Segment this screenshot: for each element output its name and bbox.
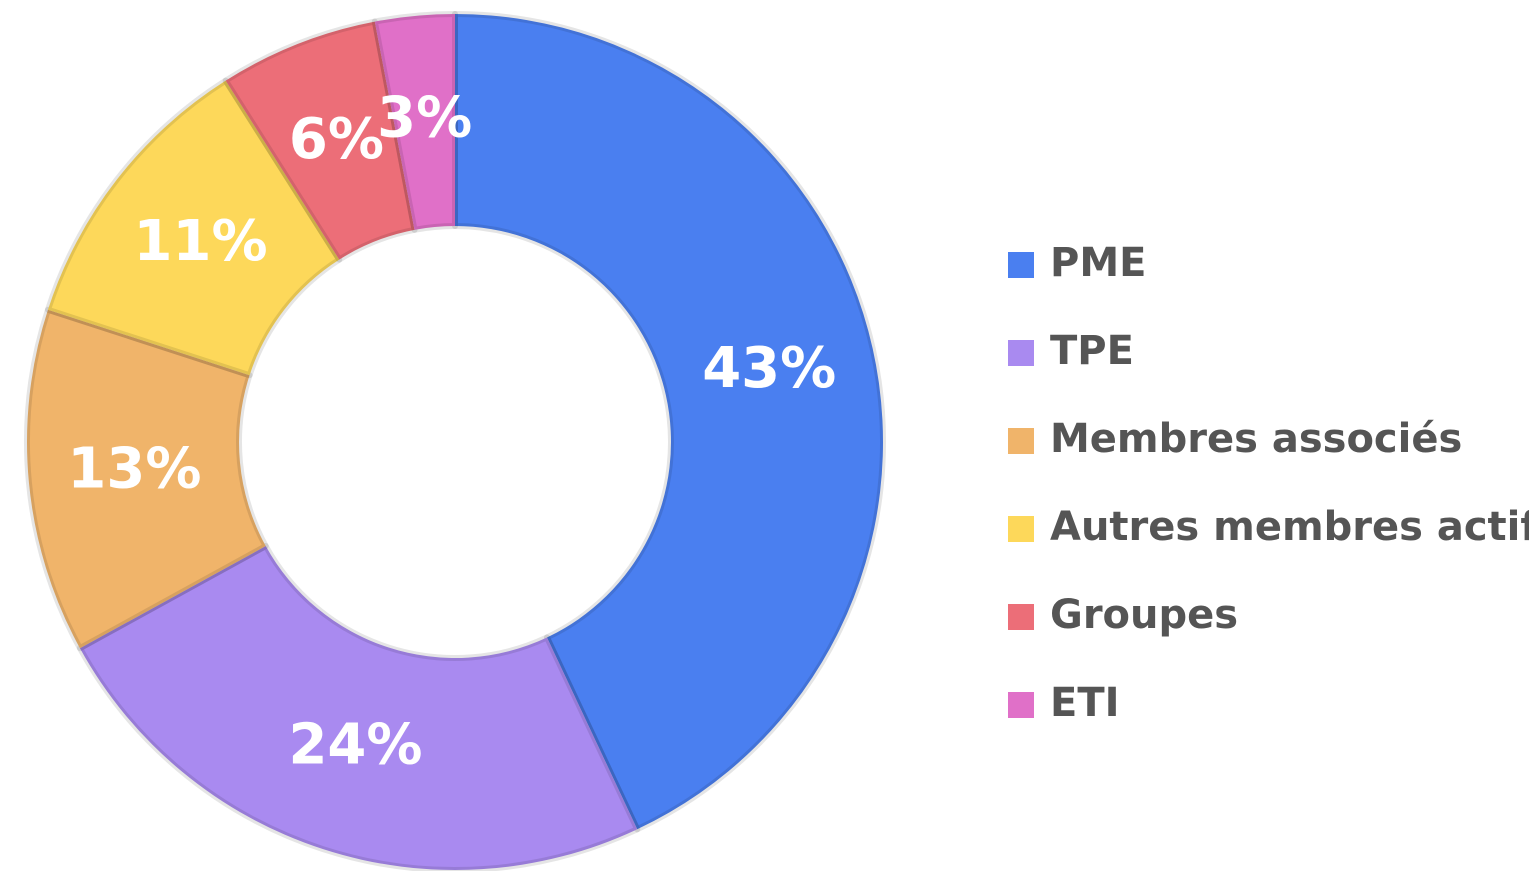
legend-swatch <box>1008 516 1034 542</box>
data-label: 24% <box>288 712 422 777</box>
legend-label: ETI <box>1050 680 1120 726</box>
legend-swatch <box>1008 604 1034 630</box>
donut-segment <box>76 543 641 871</box>
donut-segment <box>24 306 269 652</box>
legend-swatch <box>1008 252 1034 278</box>
data-label: 3% <box>377 86 472 151</box>
legend-label: TPE <box>1050 328 1134 374</box>
data-label: 11% <box>134 209 268 274</box>
legend-swatch <box>1008 428 1034 454</box>
legend-label: Membres associés <box>1050 416 1462 462</box>
legend-label: Autres membres actifs <box>1050 504 1529 550</box>
legend-swatch <box>1008 340 1034 366</box>
donut-segment <box>222 18 418 263</box>
data-label: 6% <box>289 107 384 172</box>
data-label: 13% <box>67 436 201 501</box>
data-label: 43% <box>702 336 836 401</box>
donut-segment <box>44 77 343 379</box>
legend-label: PME <box>1050 240 1146 286</box>
donut-segment <box>452 11 886 833</box>
donut-segment <box>371 11 458 233</box>
legend-label: Groupes <box>1050 592 1238 638</box>
legend-swatch <box>1008 692 1034 718</box>
